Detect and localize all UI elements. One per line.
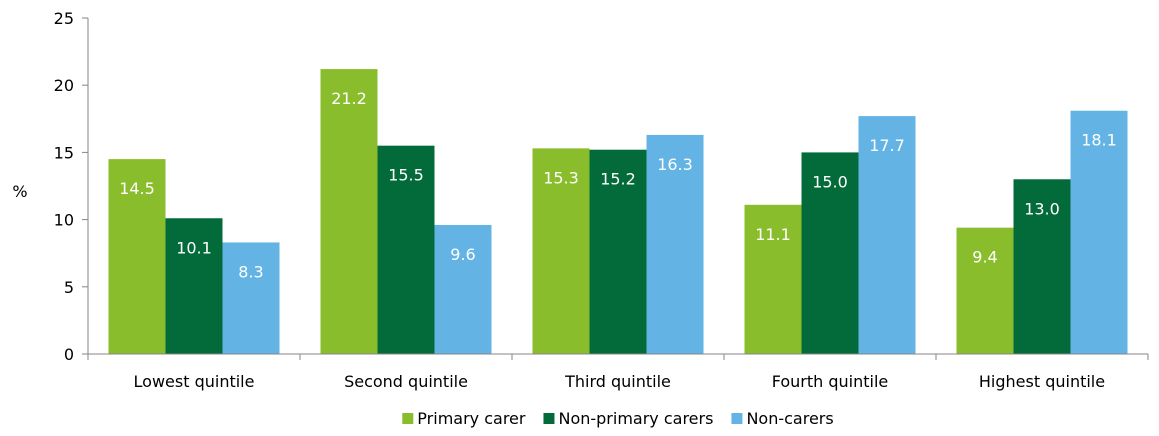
legend-item: Primary carer (402, 409, 526, 428)
legend-label: Primary carer (417, 409, 526, 428)
bar (858, 116, 916, 354)
y-tick-label: 0 (64, 345, 74, 364)
bar-data-label: 9.6 (450, 245, 475, 264)
y-tick-label: 15 (54, 143, 74, 162)
bar-data-label: 18.1 (1081, 131, 1117, 150)
y-tick-label: 5 (64, 278, 74, 297)
bar (1070, 110, 1128, 355)
y-axis: 0 5 10 15 20 25 (54, 9, 89, 364)
bar-data-label: 10.1 (176, 238, 212, 257)
bar-data-label: 11.1 (755, 225, 791, 244)
bar-data-label: 15.3 (543, 168, 579, 187)
legend-item: Non-carers (731, 409, 834, 428)
bar-data-label: 15.2 (600, 170, 636, 189)
x-category-label: Third quintile (564, 372, 671, 391)
bar-data-label: 9.4 (972, 248, 997, 267)
legend-swatch (543, 413, 555, 424)
bar (532, 148, 590, 354)
bar (434, 224, 492, 354)
y-tick-label: 25 (54, 9, 74, 28)
bar (377, 145, 435, 354)
legend-item: Non-primary carers (543, 409, 713, 428)
bar-data-label: 13.0 (1024, 199, 1060, 218)
bar (222, 242, 280, 354)
bar (165, 218, 223, 354)
x-category-label: Second quintile (344, 372, 468, 391)
legend-swatch (731, 413, 743, 424)
bar (646, 134, 704, 354)
bar (744, 204, 802, 354)
legend-label: Non-carers (746, 409, 833, 428)
bar (320, 69, 378, 355)
x-category-label: Highest quintile (979, 372, 1105, 391)
bar-data-label: 17.7 (869, 136, 905, 155)
bar-data-label: 8.3 (238, 262, 263, 281)
x-category-label: Fourth quintile (772, 372, 889, 391)
y-axis-title: % (12, 182, 27, 201)
legend: Primary carer Non-primary carers Non-carer… (402, 409, 834, 428)
bar (589, 149, 647, 354)
x-category-label: Lowest quintile (134, 372, 255, 391)
bar (1013, 179, 1071, 354)
bar-data-label: 15.0 (812, 172, 848, 191)
y-tick-label: 20 (54, 76, 74, 95)
bar-data-label: 14.5 (119, 179, 155, 198)
legend-swatch (402, 413, 414, 424)
bar (108, 159, 166, 354)
legend-label: Non-primary carers (558, 409, 713, 428)
bar-data-label: 21.2 (331, 89, 367, 108)
bar (801, 152, 859, 354)
x-axis: Lowest quintile Second quintile Third quin… (87, 353, 1149, 391)
bar-data-label: 15.5 (388, 166, 424, 185)
bar-data-label: 16.3 (657, 155, 693, 174)
bar (956, 227, 1014, 354)
y-tick-label: 10 (54, 211, 74, 230)
bars: 14.5 10.1 8.3 21.2 15.5 9.6 15.3 15.2 16.3 11.1 15… (108, 69, 1128, 355)
